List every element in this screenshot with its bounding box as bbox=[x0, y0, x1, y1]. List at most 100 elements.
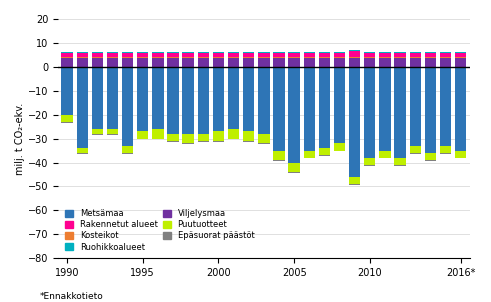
Y-axis label: milj. t CO₂-ekv.: milj. t CO₂-ekv. bbox=[15, 102, 25, 175]
Bar bbox=[319, 57, 330, 59]
Bar bbox=[77, 53, 88, 57]
Bar bbox=[455, 53, 466, 57]
Bar bbox=[440, 153, 451, 154]
Bar bbox=[152, 129, 164, 139]
Bar bbox=[364, 158, 376, 165]
Bar bbox=[334, 57, 345, 59]
Bar bbox=[137, 53, 148, 57]
Bar bbox=[425, 57, 436, 59]
Text: *Ennakkotieto: *Ennakkotieto bbox=[39, 292, 103, 301]
Bar bbox=[183, 57, 194, 59]
Bar bbox=[183, 67, 194, 134]
Bar bbox=[409, 59, 421, 67]
Bar bbox=[349, 67, 360, 177]
Bar bbox=[303, 67, 315, 151]
Bar bbox=[379, 57, 391, 59]
Bar bbox=[167, 53, 179, 57]
Bar bbox=[183, 134, 194, 143]
Bar bbox=[394, 59, 406, 67]
Bar bbox=[409, 67, 421, 146]
Bar bbox=[379, 151, 391, 158]
Bar bbox=[258, 53, 270, 57]
Bar bbox=[243, 67, 254, 131]
Bar bbox=[167, 57, 179, 59]
Bar bbox=[92, 67, 103, 129]
Bar bbox=[183, 143, 194, 144]
Bar bbox=[455, 59, 466, 67]
Bar bbox=[394, 67, 406, 158]
Bar bbox=[349, 59, 360, 67]
Bar bbox=[107, 134, 118, 135]
Bar bbox=[425, 53, 436, 57]
Bar bbox=[440, 146, 451, 153]
Bar bbox=[152, 59, 164, 67]
Bar bbox=[122, 59, 133, 67]
Bar bbox=[122, 57, 133, 59]
Bar bbox=[303, 158, 315, 159]
Bar bbox=[273, 59, 285, 67]
Bar bbox=[213, 57, 224, 59]
Bar bbox=[92, 53, 103, 57]
Bar bbox=[364, 53, 376, 57]
Bar bbox=[228, 53, 239, 57]
Bar bbox=[455, 151, 466, 158]
Bar bbox=[288, 67, 300, 162]
Bar bbox=[198, 67, 209, 134]
Bar bbox=[61, 115, 73, 122]
Bar bbox=[183, 53, 194, 57]
Bar bbox=[273, 53, 285, 57]
Bar bbox=[243, 131, 254, 141]
Bar bbox=[198, 134, 209, 141]
Bar bbox=[379, 158, 391, 159]
Bar bbox=[258, 134, 270, 143]
Bar bbox=[288, 57, 300, 59]
Bar bbox=[107, 129, 118, 134]
Bar bbox=[61, 122, 73, 123]
Bar bbox=[440, 53, 451, 57]
Bar bbox=[92, 129, 103, 134]
Bar bbox=[258, 143, 270, 144]
Bar bbox=[273, 160, 285, 161]
Bar bbox=[122, 153, 133, 154]
Bar bbox=[77, 153, 88, 154]
Bar bbox=[349, 51, 360, 57]
Bar bbox=[152, 67, 164, 129]
Bar bbox=[334, 52, 345, 53]
Bar bbox=[167, 134, 179, 141]
Bar bbox=[152, 53, 164, 57]
Bar bbox=[319, 148, 330, 155]
Bar bbox=[137, 59, 148, 67]
Bar bbox=[213, 59, 224, 67]
Bar bbox=[409, 146, 421, 153]
Bar bbox=[273, 57, 285, 59]
Bar bbox=[213, 141, 224, 142]
Bar bbox=[243, 53, 254, 57]
Bar bbox=[394, 57, 406, 59]
Bar bbox=[92, 134, 103, 135]
Bar bbox=[77, 57, 88, 59]
Bar bbox=[137, 131, 148, 139]
Bar bbox=[349, 184, 360, 185]
Bar bbox=[288, 53, 300, 57]
Bar bbox=[288, 172, 300, 173]
Bar bbox=[349, 177, 360, 184]
Bar bbox=[137, 67, 148, 131]
Bar bbox=[303, 57, 315, 59]
Bar bbox=[61, 67, 73, 115]
Bar bbox=[334, 143, 345, 151]
Bar bbox=[334, 67, 345, 143]
Bar bbox=[228, 59, 239, 67]
Bar bbox=[288, 162, 300, 172]
Bar bbox=[167, 67, 179, 134]
Bar bbox=[122, 67, 133, 146]
Bar bbox=[122, 146, 133, 153]
Bar bbox=[440, 67, 451, 146]
Bar bbox=[107, 67, 118, 129]
Bar bbox=[425, 59, 436, 67]
Bar bbox=[107, 53, 118, 57]
Bar bbox=[77, 67, 88, 148]
Bar bbox=[213, 53, 224, 57]
Bar bbox=[319, 53, 330, 57]
Bar bbox=[334, 59, 345, 67]
Bar bbox=[228, 67, 239, 129]
